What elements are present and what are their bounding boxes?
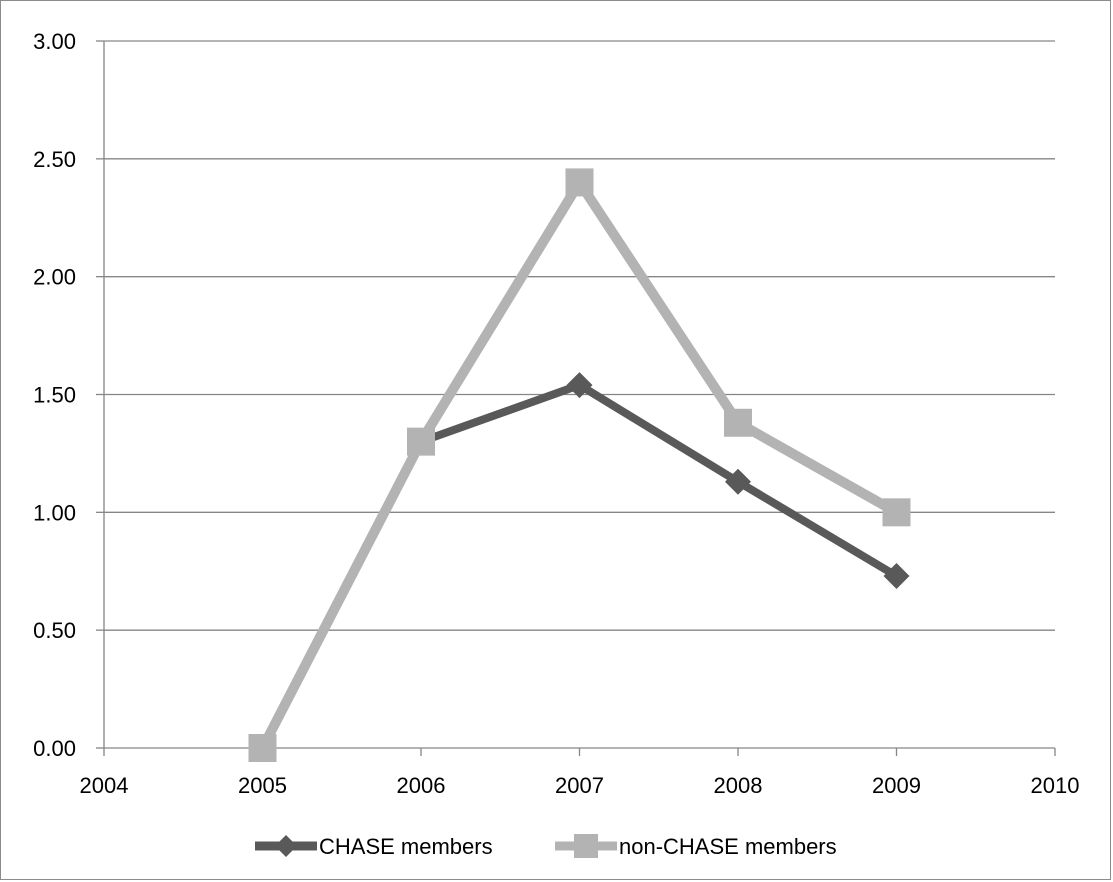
y-tick-label-5: 2.50 xyxy=(33,147,76,172)
legend-item-1: non-CHASE members xyxy=(555,834,837,859)
y-tick-label-3: 1.50 xyxy=(33,383,76,408)
y-tick-labels: 0.00 0.50 1.00 1.50 2.00 2.50 3.00 xyxy=(33,29,76,761)
x-tick-label-6: 2010 xyxy=(1031,773,1080,798)
x-tick-label-5: 2009 xyxy=(872,773,921,798)
data-point-1-1 xyxy=(407,427,435,456)
gridlines xyxy=(104,40,1055,631)
y-tick-label-6: 3.00 xyxy=(33,29,76,54)
data-point-0-2 xyxy=(566,372,593,399)
y-tick-label-4: 2.00 xyxy=(33,265,76,290)
series-line-1 xyxy=(257,177,902,753)
x-tick-label-3: 2007 xyxy=(555,773,604,798)
y-tick-label-2: 1.00 xyxy=(33,500,76,525)
x-tick-labels: 2004 2005 2006 2007 2008 2009 2010 xyxy=(80,773,1080,798)
data-point-1-3 xyxy=(724,408,752,437)
legend: CHASE members non-CHASE members xyxy=(255,834,837,859)
data-point-1-2 xyxy=(565,168,594,197)
legend-label-0: CHASE members xyxy=(319,834,493,859)
x-tick-label-1: 2005 xyxy=(238,773,287,798)
axes xyxy=(96,40,1056,756)
legend-label-1: non-CHASE members xyxy=(619,834,837,859)
series-chase-members xyxy=(249,372,910,761)
data-point-1-0 xyxy=(248,734,277,762)
data-point-1-4 xyxy=(882,498,911,527)
y-tick-label-0: 0.00 xyxy=(33,736,76,761)
series-layer xyxy=(248,168,911,762)
legend-marker-0 xyxy=(275,835,297,857)
data-point-0-3 xyxy=(725,468,751,495)
y-tick-label-1: 0.50 xyxy=(33,618,76,643)
x-tick-label-2: 2006 xyxy=(397,773,446,798)
data-point-0-4 xyxy=(883,562,910,589)
x-tick-label-0: 2004 xyxy=(80,773,129,798)
x-tick-label-4: 2008 xyxy=(714,773,763,798)
series-non-chase-members xyxy=(248,168,911,762)
legend-item-0: CHASE members xyxy=(255,834,493,859)
legend-marker-1 xyxy=(574,834,598,858)
